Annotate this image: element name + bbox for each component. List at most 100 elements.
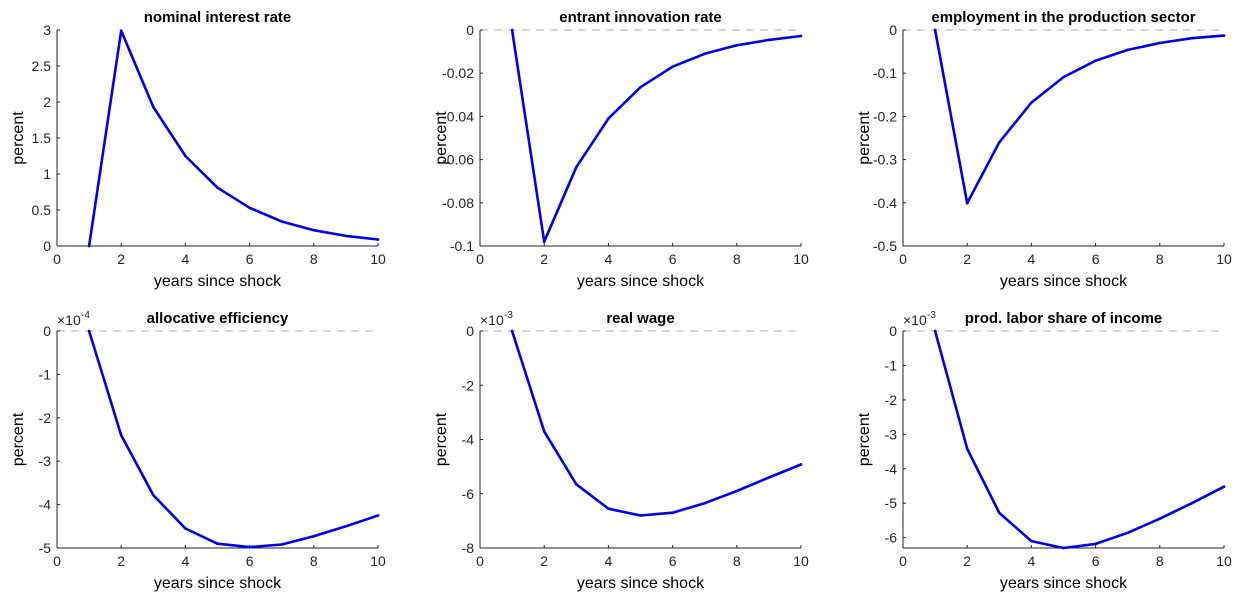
- x-tick-label: 8: [1156, 251, 1164, 267]
- chart-title: prod. labor share of income: [965, 310, 1163, 327]
- data-point: [575, 165, 578, 169]
- y-tick-label: -0.3: [873, 152, 897, 168]
- y-tick-label: 0.5: [32, 202, 52, 218]
- x-tick-label: 10: [1216, 553, 1232, 569]
- x-tick-label: 4: [1028, 553, 1036, 569]
- data-point: [280, 543, 284, 546]
- x-tick-label: 4: [182, 553, 190, 569]
- x-tick-label: 10: [370, 251, 386, 267]
- data-point: [965, 447, 969, 451]
- data-point: [510, 28, 514, 32]
- y-axis-label: percent: [856, 412, 873, 466]
- y-tick-label: 0: [466, 22, 474, 38]
- x-tick-label: 2: [540, 553, 548, 569]
- data-point: [799, 463, 803, 466]
- axis-multiplier: ×10: [480, 312, 504, 328]
- data-point: [1062, 546, 1065, 550]
- data-point: [152, 105, 155, 109]
- y-tick-label: -6: [885, 530, 898, 546]
- data-point: [87, 244, 91, 248]
- y-tick-label: -8: [462, 540, 475, 556]
- series-line: [933, 28, 1226, 205]
- x-tick-label: 8: [1156, 553, 1164, 569]
- y-tick-label: -2: [885, 392, 898, 408]
- x-tick-label: 0: [899, 553, 907, 569]
- data-point: [1094, 59, 1097, 62]
- y-tick-label: 3: [43, 22, 51, 38]
- data-point: [607, 117, 610, 120]
- chart-title: allocative efficiency: [147, 310, 289, 327]
- y-axis-label: percent: [10, 111, 27, 165]
- data-point: [639, 514, 642, 517]
- y-axis-label: percent: [10, 412, 27, 466]
- y-axis-label: percent: [433, 412, 450, 466]
- series-line: [87, 29, 380, 248]
- x-tick-label: 8: [310, 553, 318, 569]
- data-point: [312, 534, 316, 538]
- x-axis-label: years since shock: [1000, 273, 1128, 290]
- y-tick-label: -0.1: [873, 65, 897, 81]
- data-point: [799, 34, 803, 38]
- series-line: [933, 329, 1226, 550]
- y-tick-label: 0: [889, 22, 897, 38]
- data-point: [735, 489, 739, 493]
- axis-multiplier-exponent: -4: [81, 310, 90, 321]
- y-tick-label: 0: [43, 238, 51, 254]
- data-point: [767, 476, 771, 479]
- x-tick-label: 4: [182, 251, 190, 267]
- data-point: [703, 501, 706, 505]
- y-tick-label: -5: [885, 495, 898, 511]
- x-axis-label: years since shock: [577, 273, 705, 290]
- chart-panel-5: 0 2 4 6 8 10 -8 -6 -4 -2 0 real wage years since sho…: [433, 310, 809, 592]
- y-tick-label: 1.5: [32, 130, 52, 146]
- x-tick-label: 0: [53, 251, 61, 267]
- data-point: [1094, 542, 1097, 546]
- y-tick-label: 0: [889, 323, 897, 339]
- x-tick-label: 2: [963, 553, 971, 569]
- y-tick-label: -4: [462, 432, 475, 448]
- chart-panel-2: 0 2 4 6 8 10 -0.1 -0.08 -0.06 -0.04 -0.02 0 entrant …: [433, 9, 809, 290]
- y-tick-label: -0.4: [873, 195, 897, 211]
- data-point: [248, 545, 251, 549]
- y-tick-label: 2.5: [32, 58, 52, 74]
- y-tick-label: 2: [43, 94, 51, 110]
- y-tick-label: -0.2: [873, 108, 897, 124]
- data-point: [119, 29, 123, 33]
- y-tick-label: -4: [885, 461, 898, 477]
- data-point: [671, 511, 674, 515]
- x-axis-label: years since shock: [1000, 575, 1128, 592]
- data-point: [1158, 517, 1162, 521]
- data-point: [184, 527, 187, 530]
- data-point: [510, 329, 514, 333]
- x-tick-label: 0: [899, 251, 907, 267]
- x-tick-label: 10: [1216, 251, 1232, 267]
- data-point: [216, 542, 219, 545]
- x-tick-label: 2: [963, 251, 971, 267]
- x-tick-label: 8: [310, 251, 318, 267]
- y-tick-label: -0.08: [442, 195, 474, 211]
- data-point: [248, 206, 251, 210]
- series-line: [510, 329, 803, 517]
- y-tick-label: -0.02: [442, 65, 474, 81]
- y-tick-label: -1: [885, 357, 898, 373]
- x-tick-label: 2: [540, 251, 548, 267]
- data-point: [216, 186, 219, 189]
- y-tick-label: -0.04: [442, 108, 474, 124]
- data-point: [1030, 101, 1033, 104]
- data-point: [87, 329, 91, 333]
- data-point: [1062, 75, 1065, 79]
- y-tick-label: -5: [39, 540, 52, 556]
- y-tick-label: -0.5: [873, 238, 897, 254]
- data-point: [542, 430, 546, 433]
- data-point: [119, 433, 123, 437]
- x-tick-label: 6: [669, 553, 677, 569]
- data-point: [1190, 501, 1194, 505]
- axis-multiplier: ×10: [57, 312, 81, 328]
- data-point: [767, 38, 771, 42]
- x-tick-label: 6: [246, 251, 254, 267]
- series-line: [87, 329, 380, 549]
- chart-panel-4: 0 2 4 6 8 10 -5 -4 -3 -2 -1 0 allocative efficiency y…: [10, 310, 386, 592]
- x-tick-label: 6: [669, 251, 677, 267]
- data-point: [735, 44, 739, 47]
